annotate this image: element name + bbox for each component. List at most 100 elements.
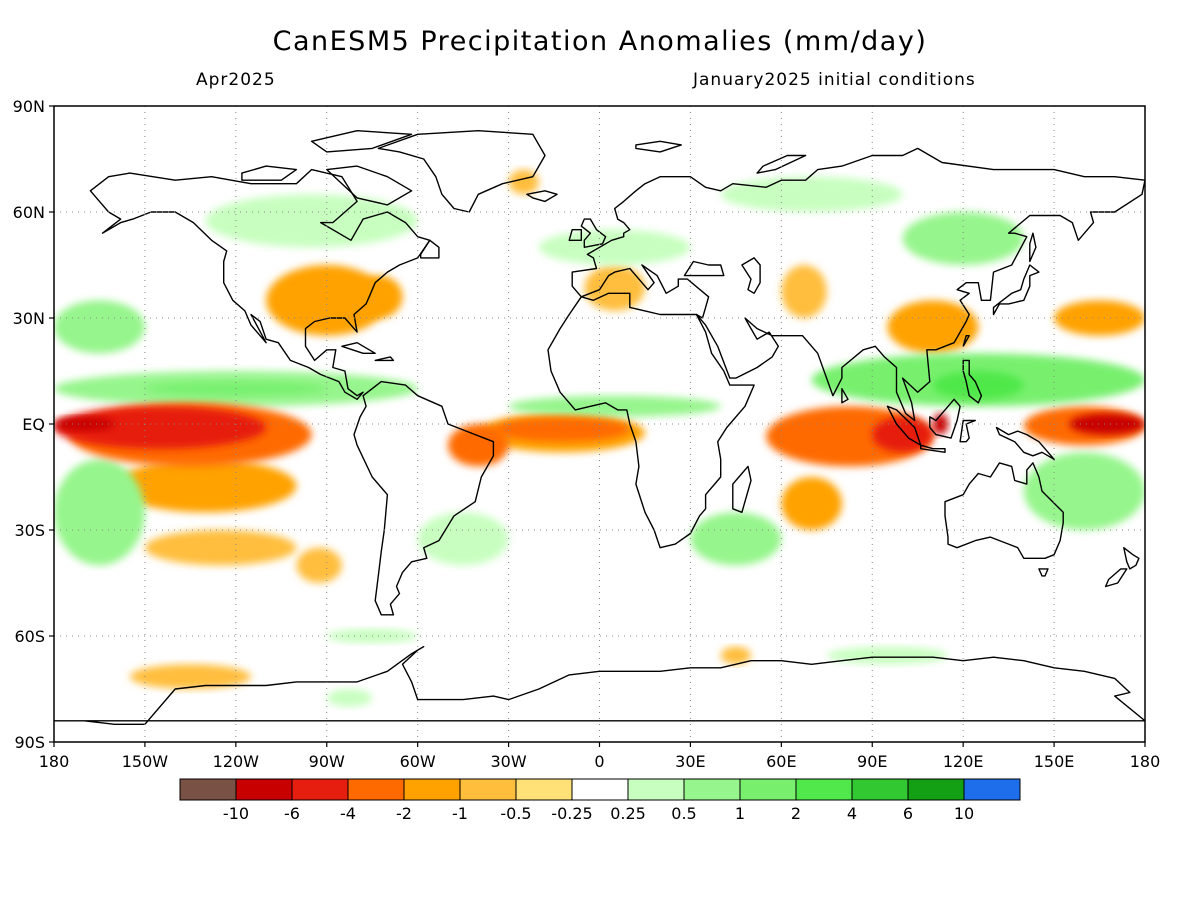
colorbar-swatch	[515, 778, 573, 801]
anomaly-patch	[205, 194, 418, 248]
colorbar-label: -10	[223, 804, 249, 823]
anomaly-patch	[493, 416, 630, 442]
coastline-black-sea	[683, 260, 725, 277]
coastline-africa	[547, 292, 755, 549]
coastline-north-america	[89, 168, 431, 400]
colorbar-swatch	[347, 778, 405, 801]
anomaly-patch	[54, 459, 145, 566]
anomaly-patch	[872, 416, 933, 453]
colorbar-label: 2	[791, 804, 801, 823]
coastline-novaya-zemlya	[756, 154, 807, 174]
lat-label: 90N	[13, 97, 45, 116]
coastline-iceland	[526, 190, 558, 203]
coastline-new-zealand-n	[1123, 547, 1140, 570]
coastline-hispaniola	[374, 356, 395, 362]
anomaly-patch	[720, 646, 752, 665]
lat-label: 90S	[14, 733, 45, 752]
anomaly-patch	[266, 265, 388, 336]
coastline-japan	[992, 264, 1040, 316]
coastline-caspian-sea	[741, 257, 761, 294]
coastline-south-america	[353, 380, 495, 616]
coastline-uk	[580, 218, 607, 248]
valid-month-label: Apr2025	[196, 70, 276, 90]
coastline-madagascar	[732, 465, 752, 513]
anomaly-patch	[296, 547, 342, 583]
coastline-new-guinea	[995, 426, 1055, 460]
anomaly-patch	[326, 689, 373, 707]
anomaly-patch	[781, 477, 842, 530]
colorbar-label: 0.25	[610, 804, 646, 823]
lon-label: 30E	[675, 752, 705, 771]
colorbar-label: 1	[735, 804, 745, 823]
map-title: CanESM5 Precipitation Anomalies (mm/day)	[272, 26, 928, 57]
lon-label: 0	[594, 752, 604, 771]
anomaly-field	[54, 169, 1145, 707]
coastline-greenland	[377, 130, 546, 213]
colorbar-label: 10	[954, 804, 974, 823]
colorbar-label: -2	[396, 804, 412, 823]
coastline-svalbard	[635, 140, 682, 153]
lon-label: 120W	[213, 752, 260, 771]
anomaly-patch	[720, 176, 903, 212]
lon-label: 60W	[400, 752, 436, 771]
coastline-java	[920, 444, 946, 453]
axis-ticks	[49, 105, 1146, 747]
colorbar-swatch	[795, 778, 853, 801]
colorbar: -10 -6 -4 -2 -1 -0.5 -0.25 0.25 0.5 1 2 4 6 10	[179, 778, 1021, 823]
coastline-antarctica	[54, 645, 1145, 725]
initial-conditions-label: January2025 initial conditions	[693, 70, 976, 90]
anomaly-patch	[54, 406, 267, 449]
coastline-tasmania	[1038, 568, 1049, 577]
colorbar-swatch	[683, 778, 741, 801]
colorbar-swatch	[179, 778, 237, 801]
colorbar-swatch	[235, 778, 293, 801]
anomaly-patch	[781, 265, 827, 318]
anomaly-patch	[1023, 452, 1145, 530]
colorbar-swatch	[459, 778, 517, 801]
coastline-cuba	[341, 342, 376, 354]
anomaly-patch	[932, 371, 1024, 400]
anomaly-patch	[508, 169, 539, 195]
graticule	[54, 106, 1145, 742]
lon-label: 120E	[943, 752, 984, 771]
anomaly-patch	[508, 395, 721, 417]
lat-label: 60N	[13, 203, 45, 222]
lat-label: 30S	[14, 521, 45, 540]
colorbar-swatch	[851, 778, 909, 801]
coastline-ellesmere	[310, 130, 413, 153]
colorbar-label: -0.5	[500, 804, 531, 823]
colorbar-swatch	[571, 778, 629, 801]
coastline-borneo	[929, 398, 961, 439]
lon-label: 90E	[857, 752, 887, 771]
lon-label: 90W	[309, 752, 345, 771]
coastline-newfoundland	[420, 239, 440, 259]
colorbar-swatch	[291, 778, 349, 801]
lat-label: 60S	[14, 627, 45, 646]
anomaly-patch	[1054, 300, 1145, 336]
coastline-victoria-island	[241, 165, 298, 181]
lat-label: 30N	[13, 309, 45, 328]
lat-label: EQ	[22, 415, 45, 434]
anomaly-patch	[144, 530, 297, 566]
coastline-new-zealand-s	[1104, 568, 1128, 588]
lon-label: 150W	[122, 752, 169, 771]
coastline-ireland	[568, 229, 582, 241]
anomaly-patch	[932, 413, 949, 435]
longitude-labels: 180 150W 120W 90W 60W 30W 0 30E 60E 90E 120E 150E 18…	[39, 752, 1161, 771]
colorbar-label: 4	[847, 804, 857, 823]
lon-label: 30W	[490, 752, 526, 771]
coastline-sakhalin	[1029, 232, 1037, 263]
coastline-australia	[944, 462, 1064, 559]
anomaly-patch	[826, 646, 949, 665]
coastline-sri-lanka	[841, 388, 849, 404]
colorbar-label: -6	[284, 804, 300, 823]
anomaly-patch	[129, 664, 251, 690]
anomaly-patch	[357, 275, 403, 318]
anomaly-patch	[417, 512, 509, 566]
coastline-baffin	[326, 165, 413, 206]
coastline-taiwan	[962, 335, 970, 347]
coastlines	[54, 130, 1145, 725]
colorbar-label: 0.5	[671, 804, 696, 823]
coastline-philippines	[962, 359, 983, 404]
colorbar-swatch	[739, 778, 797, 801]
